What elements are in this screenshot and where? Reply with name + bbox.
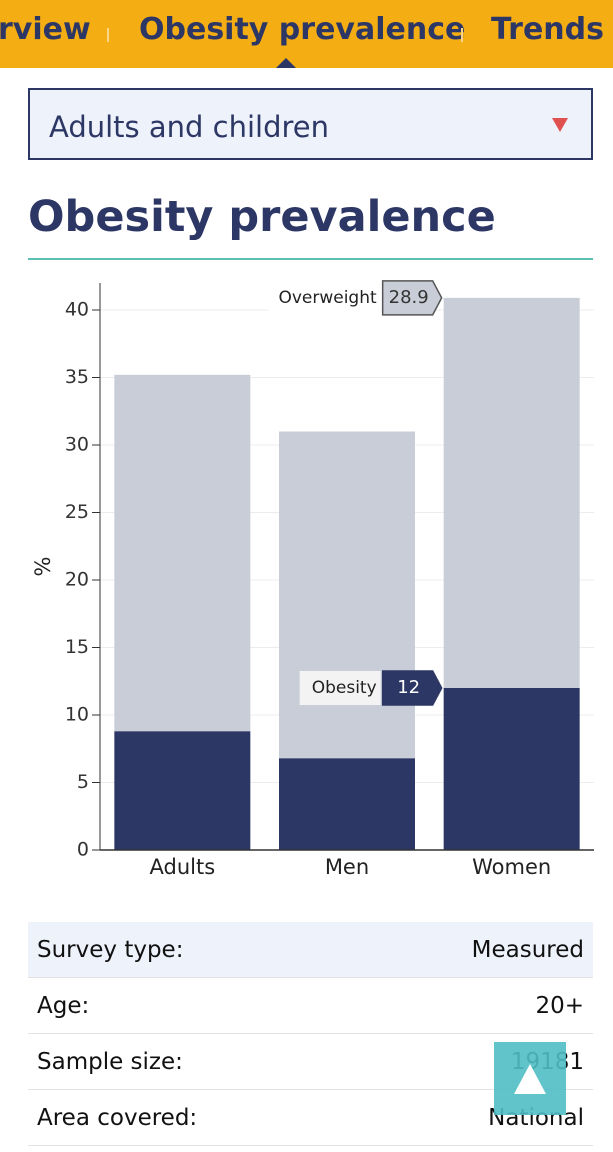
bar-segment xyxy=(279,758,415,850)
x-tick-label: Women xyxy=(472,855,551,879)
tooltip-value: 12 xyxy=(397,677,420,698)
active-caret xyxy=(275,58,297,68)
y-tick-label: 25 xyxy=(65,501,89,523)
dropdown[interactable]: Adults and children xyxy=(28,88,593,160)
bar-segment xyxy=(443,297,580,688)
row-label: Age: xyxy=(37,993,90,1019)
row-label: Area covered: xyxy=(37,1105,198,1131)
scroll-top-button[interactable] xyxy=(494,1042,566,1115)
y-tick-label: 40 xyxy=(65,299,89,321)
table-row: Area covered: National xyxy=(28,1090,593,1146)
up-icon xyxy=(514,1064,546,1094)
y-tick-label: 15 xyxy=(65,636,89,658)
y-tick-label: 30 xyxy=(65,434,89,456)
row-value: 20+ xyxy=(535,993,584,1019)
table-row: Age: 20+ xyxy=(28,978,593,1034)
divider xyxy=(28,258,593,260)
y-tick-label: 0 xyxy=(77,839,89,861)
row-label: Sample size: xyxy=(37,1049,183,1075)
row-label: Survey type: xyxy=(37,937,184,963)
tooltip-value-bg xyxy=(381,280,443,316)
tooltip-label-bg xyxy=(268,280,381,315)
table-row: Survey type: Measured xyxy=(28,922,593,978)
y-tick-label: 20 xyxy=(65,569,89,591)
tooltip-series-name: Overweight xyxy=(278,288,377,308)
x-tick-label: Adults xyxy=(150,855,216,879)
bar-segment xyxy=(114,731,251,850)
tooltip-series-name: Obesity xyxy=(312,678,377,698)
nav-tab[interactable]: Trends c xyxy=(491,12,613,47)
row-value: Measured xyxy=(471,937,584,963)
nav-tab[interactable]: rview xyxy=(0,12,91,47)
dropdown-arrow xyxy=(552,118,568,132)
y-axis-label: % xyxy=(31,557,55,577)
heading: Obesity prevalence xyxy=(28,192,496,242)
tooltip-label-bg xyxy=(299,671,381,705)
y-tick-label: 35 xyxy=(65,366,89,388)
dropdown-value: Adults and children xyxy=(49,110,330,144)
chart: 0 5 10 15 20 25 30 35 40% Adults Men Women Overweigh… xyxy=(31,280,594,879)
nav-tab-active[interactable]: Obesity prevalence xyxy=(139,12,466,47)
nav-separator xyxy=(461,28,463,42)
bar-segment xyxy=(114,374,251,732)
bar-segment xyxy=(279,431,415,759)
x-tick-label: Men xyxy=(325,855,369,879)
nav-bar: rview Obesity prevalence Trends c xyxy=(0,0,613,68)
y-tick-label: 10 xyxy=(65,704,89,726)
tooltip-value: 28.9 xyxy=(389,287,429,308)
nav-separator xyxy=(107,28,109,42)
tooltip-value-bg xyxy=(381,670,443,706)
bar-segment xyxy=(443,688,580,850)
y-tick-label: 5 xyxy=(77,771,89,793)
